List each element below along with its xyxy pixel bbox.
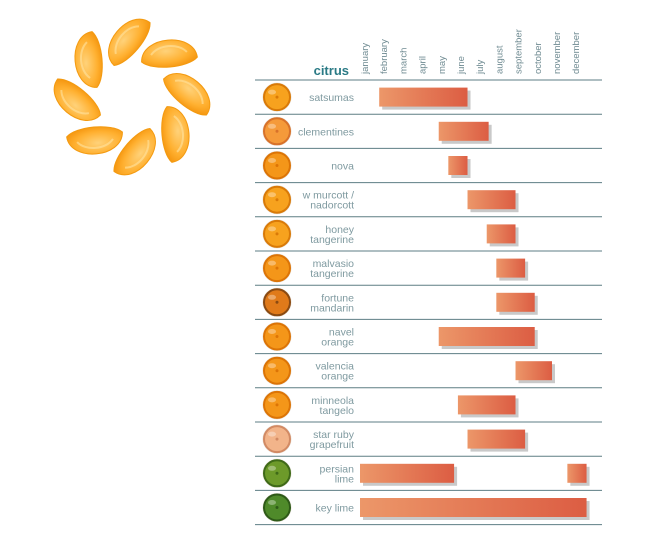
mandarin-fruit-icon — [262, 82, 292, 112]
month-label-august: august — [494, 45, 505, 74]
month-label-september: september — [514, 29, 525, 74]
mandarin-fruit-icon — [262, 185, 292, 215]
month-label-november: november — [552, 32, 563, 74]
season-bar — [379, 87, 468, 107]
orange-fruit-icon — [262, 356, 292, 386]
month-label-march: march — [398, 48, 409, 74]
row-label: orange — [321, 371, 354, 383]
mandarin-segment — [161, 106, 190, 163]
mandarin-segment — [108, 18, 151, 66]
orange-fruit-icon — [262, 151, 292, 180]
mandarin-segment — [53, 78, 101, 121]
month-label-june: june — [456, 56, 467, 75]
grapefruit-fruit-icon — [262, 424, 292, 454]
orange-fruit-icon — [262, 390, 292, 420]
row-label: malvasio — [313, 258, 355, 270]
season-bar — [515, 361, 552, 381]
mandarin-segment — [74, 31, 103, 88]
chart-title: citrus — [314, 63, 349, 78]
mandarin-segment — [141, 39, 198, 68]
mandarin-segments-image — [53, 18, 211, 176]
month-label-february: february — [379, 39, 390, 74]
row-label: nova — [331, 161, 354, 173]
season-bar — [457, 395, 516, 415]
row-label: persian — [320, 463, 355, 475]
row-label: lime — [335, 473, 354, 485]
row-label: key lime — [315, 503, 354, 515]
row-label: satsumas — [309, 92, 354, 104]
row-label: w murcott / — [302, 190, 354, 202]
month-label-december: december — [571, 32, 582, 74]
season-bar — [496, 292, 535, 312]
month-label-april: april — [418, 56, 429, 74]
mandarin-segment — [113, 128, 156, 176]
row-label: honey — [325, 224, 354, 236]
season-bar — [567, 463, 587, 483]
season-bar — [360, 498, 587, 517]
keylime-fruit-icon — [262, 493, 292, 522]
month-label-july: july — [475, 59, 486, 75]
month-label-january: january — [360, 43, 371, 75]
row-label: tangelo — [320, 405, 355, 417]
row-label: fortune — [321, 292, 354, 304]
row-label: minneola — [311, 395, 354, 407]
season-bar — [467, 190, 516, 210]
fortune-fruit-icon — [262, 287, 292, 317]
row-label: navel — [329, 327, 354, 339]
clementine-fruit-icon — [262, 116, 292, 146]
chart-rows: satsumas clementines nova w murcott /nadorc… — [255, 79, 602, 526]
row-label: star ruby — [313, 429, 355, 441]
row-label: mandarin — [310, 302, 354, 314]
row-label: valencia — [315, 361, 354, 373]
season-bar — [496, 258, 526, 278]
row-key-lime: key lime — [255, 493, 602, 526]
orange-fruit-icon — [262, 322, 292, 351]
row-satsumas: satsumas — [255, 82, 602, 115]
season-bar — [438, 121, 489, 141]
row-label: tangerine — [310, 234, 354, 246]
row-w-murcott-nadorcott: w murcott /nadorcott — [255, 185, 602, 218]
row-nova: nova — [255, 151, 602, 184]
row-label: tangerine — [310, 268, 354, 280]
row-label: orange — [321, 337, 354, 349]
season-bar — [438, 327, 535, 346]
row-label: clementines — [298, 126, 354, 138]
row-label: nadorcott — [310, 200, 354, 212]
season-bar — [448, 156, 468, 175]
row-clementines: clementines — [255, 116, 602, 149]
season-bar — [360, 463, 455, 483]
mandarin-fruit-icon — [262, 219, 292, 249]
row-label: grapefruit — [310, 439, 354, 451]
lime-fruit-icon — [262, 458, 292, 488]
mandarin-segment — [66, 126, 123, 155]
month-label-may: may — [437, 56, 448, 74]
mandarin-segment — [163, 73, 211, 116]
month-axis: january february march april may june july augu… — [360, 29, 582, 75]
season-bar — [467, 429, 526, 449]
orange-fruit-icon — [262, 253, 292, 283]
season-bar — [486, 224, 516, 244]
month-label-october: october — [533, 42, 544, 74]
